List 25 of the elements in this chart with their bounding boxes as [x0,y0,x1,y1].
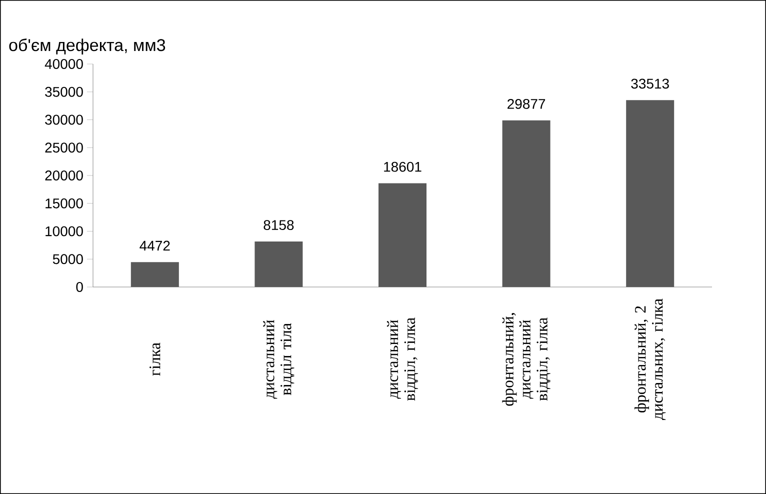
x-tick-label: фронтальний, дистальний відділ, гілка [502,313,550,406]
x-tick-label: гілка [150,342,160,376]
data-label: 4472 [140,240,170,251]
data-label: 8158 [264,220,294,230]
bar [130,262,179,287]
x-tick-label: дистальний відділ тіла [263,320,294,399]
y-tick-label: 10000 [46,226,83,236]
y-tick-label: 40000 [44,59,83,69]
y-tick-label: 15000 [46,198,83,208]
x-tick-label: дистальний відділ, гілка [386,318,418,401]
y-tick-label: 30000 [45,114,83,125]
chart-title: об'єм дефекта, мм3 [9,38,166,55]
y-tick-label: 0 [76,282,83,292]
bar [378,183,426,287]
bar [254,242,303,287]
bar [502,120,550,287]
y-tick-label: 25000 [45,142,83,153]
x-tick-label: фронтальний, 2 дистальних, гілка [634,298,666,420]
data-label: 18601 [384,162,422,172]
y-tick-label: 20000 [45,170,83,180]
y-tick-label: 35000 [45,86,83,97]
bar [626,100,674,287]
data-label: 29877 [508,98,546,109]
y-tick-label: 5000 [52,254,83,264]
data-label: 33513 [631,78,669,89]
